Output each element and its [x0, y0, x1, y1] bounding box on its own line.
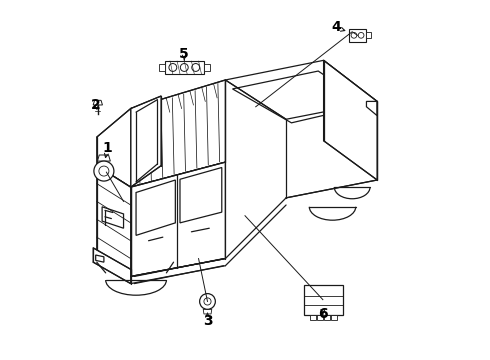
Circle shape	[199, 294, 215, 309]
Text: 3: 3	[203, 314, 212, 328]
Polygon shape	[131, 162, 225, 276]
Polygon shape	[367, 32, 371, 38]
Text: 2: 2	[91, 98, 100, 112]
Polygon shape	[304, 285, 343, 315]
Polygon shape	[98, 155, 110, 161]
Polygon shape	[204, 64, 210, 71]
Circle shape	[94, 161, 114, 181]
Polygon shape	[225, 60, 377, 119]
Polygon shape	[97, 166, 131, 276]
Polygon shape	[165, 61, 204, 74]
Polygon shape	[97, 109, 131, 187]
Polygon shape	[348, 29, 367, 42]
Text: 6: 6	[318, 307, 328, 321]
Text: 5: 5	[179, 47, 189, 61]
Polygon shape	[324, 315, 330, 320]
Polygon shape	[159, 64, 165, 71]
Polygon shape	[93, 248, 131, 284]
Polygon shape	[93, 100, 102, 105]
Polygon shape	[131, 80, 225, 187]
Polygon shape	[331, 315, 337, 320]
Text: 4: 4	[331, 20, 341, 34]
Polygon shape	[310, 315, 316, 320]
Text: 1: 1	[102, 141, 112, 155]
Polygon shape	[131, 96, 161, 187]
Polygon shape	[323, 60, 377, 180]
Polygon shape	[317, 315, 323, 320]
Polygon shape	[203, 309, 212, 314]
